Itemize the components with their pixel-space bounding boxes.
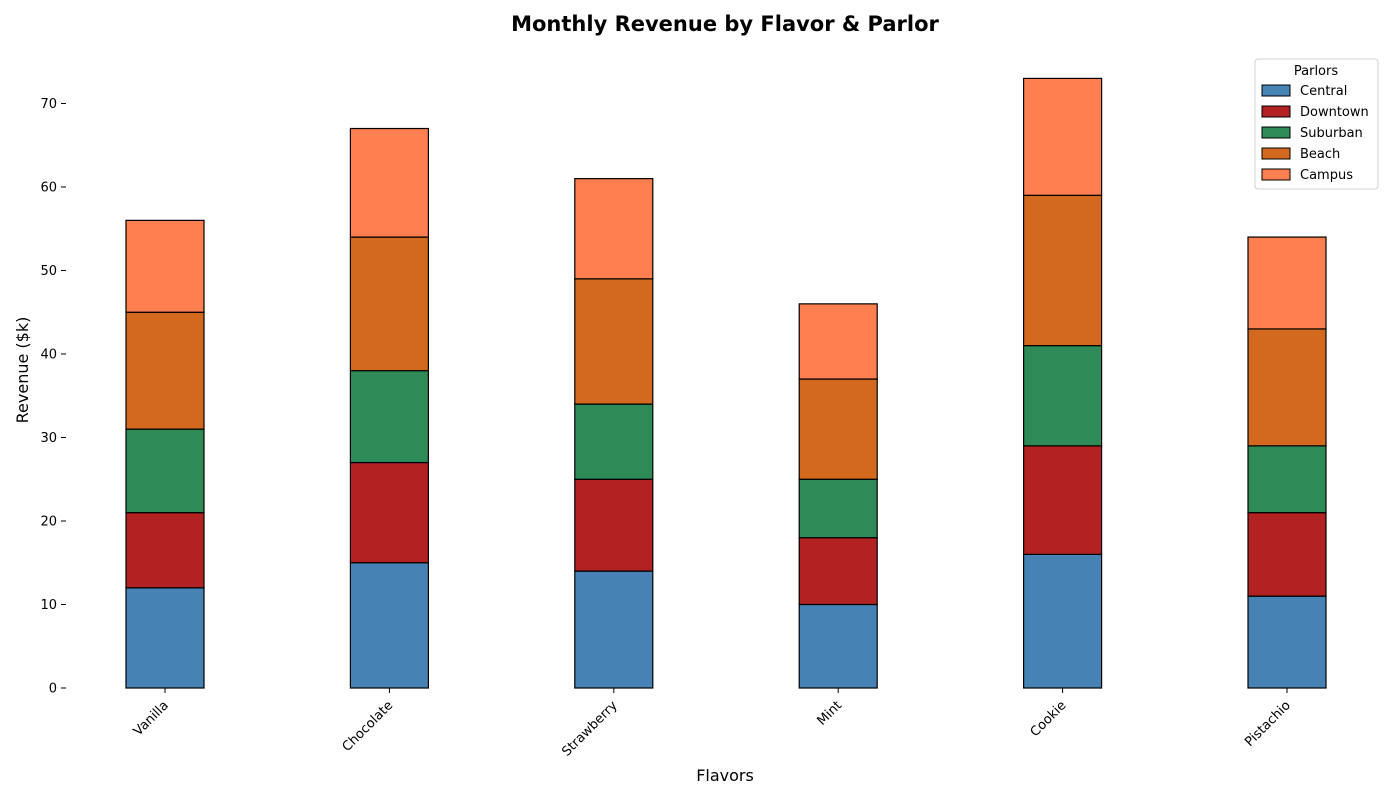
bar-downtown-mint	[798, 537, 878, 606]
legend-swatch-campus	[1261, 168, 1291, 181]
bar-downtown-vanilla	[125, 512, 205, 589]
bar-downtown-chocolate	[349, 461, 429, 564]
bar-suburban-mint	[798, 478, 878, 539]
bar-suburban-chocolate	[349, 370, 429, 464]
y-axis-label: Revenue ($k)	[13, 317, 32, 424]
legend-swatch-beach	[1261, 147, 1291, 160]
bar-central-vanilla	[125, 587, 205, 689]
x-tick-label: Mint	[815, 698, 846, 729]
bar-beach-strawberry	[574, 278, 654, 405]
bar-suburban-strawberry	[574, 403, 654, 480]
legend-items: Central Downtown Suburban Beach Campus	[1261, 84, 1369, 183]
bar-campus-cookie	[1022, 77, 1103, 196]
x-axis: Vanilla Chocolate Strawberry Mint Cookie Pist…	[131, 688, 1294, 760]
bar-campus-vanilla	[125, 219, 205, 313]
y-tick-label: 10	[40, 598, 57, 613]
y-tick-label: 0	[49, 682, 57, 697]
bar-beach-mint	[798, 378, 878, 480]
bar-beach-vanilla	[125, 311, 205, 430]
y-tick-label: 40	[40, 347, 57, 362]
x-tick-label: Strawberry	[559, 698, 621, 760]
x-tick-label: Cookie	[1028, 698, 1070, 740]
bar-central-chocolate	[349, 562, 429, 689]
y-tick-label: 30	[40, 431, 57, 446]
bar-beach-chocolate	[349, 236, 429, 372]
legend-label-central: Central	[1300, 84, 1347, 99]
y-axis: 0 10 20 30 40 50 60 70	[40, 97, 66, 697]
bar-campus-pistachio	[1247, 236, 1327, 330]
x-tick-label: Chocolate	[340, 698, 397, 755]
bar-central-strawberry	[574, 570, 654, 689]
y-tick-label: 20	[40, 514, 57, 529]
bar-central-pistachio	[1247, 595, 1327, 689]
chart-title: Monthly Revenue by Flavor & Parlor	[511, 12, 939, 36]
y-tick-label: 70	[40, 97, 57, 112]
bar-campus-chocolate	[349, 127, 429, 238]
bar-central-cookie	[1022, 553, 1103, 689]
bar-beach-pistachio	[1247, 328, 1327, 447]
bar-campus-strawberry	[574, 178, 654, 280]
x-axis-label: Flavors	[696, 766, 754, 785]
x-tick-label: Vanilla	[131, 698, 172, 739]
bar-suburban-vanilla	[125, 428, 205, 514]
bar-downtown-pistachio	[1247, 512, 1327, 597]
bars	[125, 77, 1327, 689]
legend-swatch-central	[1261, 84, 1291, 97]
bar-suburban-cookie	[1022, 345, 1103, 447]
bar-campus-mint	[798, 303, 878, 380]
legend-title: Parlors	[1294, 64, 1338, 79]
bar-downtown-cookie	[1022, 445, 1103, 555]
legend-label-downtown: Downtown	[1300, 105, 1369, 120]
legend: Parlors Central Downtown Suburban Beach Camp…	[1254, 58, 1379, 190]
bar-suburban-pistachio	[1247, 445, 1327, 514]
y-tick-label: 50	[40, 264, 57, 279]
legend-label-suburban: Suburban	[1300, 126, 1363, 141]
bar-beach-cookie	[1022, 194, 1103, 347]
legend-label-beach: Beach	[1300, 147, 1340, 162]
legend-swatch-downtown	[1261, 105, 1291, 118]
y-tick-label: 60	[40, 180, 57, 195]
bar-central-mint	[798, 603, 878, 689]
legend-label-campus: Campus	[1300, 168, 1353, 183]
legend-swatch-suburban	[1261, 126, 1291, 139]
x-tick-label: Pistachio	[1242, 698, 1294, 750]
bar-downtown-strawberry	[574, 478, 654, 572]
